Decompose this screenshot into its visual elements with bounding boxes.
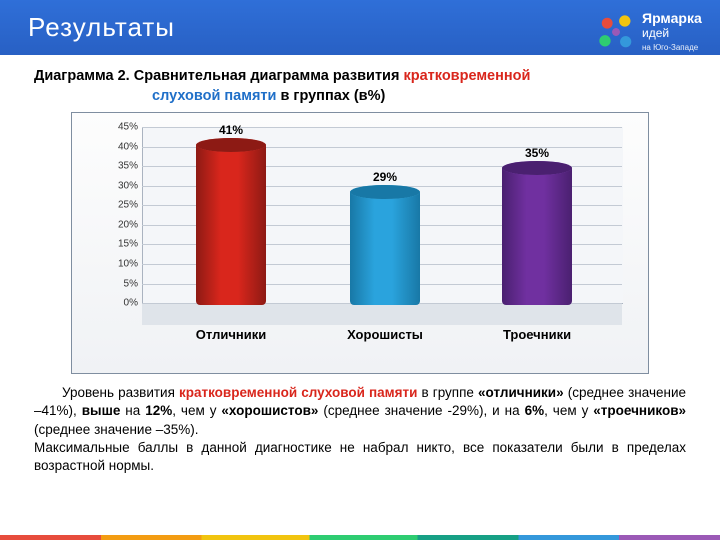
p-t2: кратковременной слуховой памяти (179, 385, 417, 400)
floor (142, 303, 622, 325)
p-t12: 6% (525, 403, 545, 418)
y-tick: 10% (118, 259, 142, 270)
title-prefix: Диаграмма 2. Сравнительная диаграмма раз… (34, 68, 403, 84)
x-category: Отличники (166, 327, 296, 342)
title-red: кратковременной (403, 68, 530, 84)
slide: Результаты Ярмарка идей на Юго-Западе Ди… (0, 0, 720, 540)
y-tick: 15% (118, 239, 142, 250)
logo-bulb-icon (594, 10, 638, 54)
header-title: Результаты (0, 12, 175, 43)
y-tick: 40% (118, 141, 142, 152)
bar-body (196, 145, 266, 305)
x-category: Троечники (472, 327, 602, 342)
logo-sub: на Юго-Западе (642, 43, 698, 52)
y-tick: 30% (118, 180, 142, 191)
footer-stripe (0, 535, 720, 540)
p-line2: Максимальные баллы в данной диагностике … (34, 440, 686, 473)
bar-value-label: 41% (196, 123, 266, 137)
p-t6: выше (82, 403, 121, 418)
bar-1: 29% (350, 192, 420, 305)
bar-2: 35% (502, 168, 572, 305)
bar-0: 41% (196, 145, 266, 305)
p-t15: (среднее значение –35%). (34, 422, 199, 437)
title-suffix: в группах (в%) (280, 88, 385, 104)
p-t13: , чем у (544, 403, 593, 418)
p-t3: в группе (417, 385, 478, 400)
chart: 0% 5% 10% 15% 20% 25% 30% 35% 40% 45% 41% Отличники… (71, 112, 649, 374)
p-t1: Уровень развития (62, 385, 179, 400)
x-category: Хорошисты (320, 327, 450, 342)
p-t11: (среднее значение -29%), и на (318, 403, 524, 418)
bar-value-label: 35% (502, 146, 572, 160)
title-blue: слуховой памяти (152, 88, 276, 104)
paragraph: Уровень развития кратковременной слухово… (34, 384, 686, 475)
content: Диаграмма 2. Сравнительная диаграмма раз… (0, 55, 720, 475)
logo-line1: Ярмарка (642, 11, 702, 26)
p-t7: на (120, 403, 145, 418)
y-tick: 25% (118, 200, 142, 211)
logo-line2: идей (642, 26, 669, 40)
bar-value-label: 29% (350, 170, 420, 184)
bar-body (502, 168, 572, 305)
y-tick: 0% (124, 298, 142, 309)
p-t8: 12% (145, 403, 172, 418)
header-bar: Результаты Ярмарка идей на Юго-Западе (0, 0, 720, 55)
plot-area: 0%5%10%15%20%25%30%35%40%45%41%Отличники… (142, 127, 622, 325)
y-tick: 35% (118, 161, 142, 172)
p-t9: , чем у (172, 403, 221, 418)
p-t4: «отличники» (478, 385, 564, 400)
y-tick: 5% (124, 278, 142, 289)
diagram-title: Диаграмма 2. Сравнительная диаграмма раз… (34, 67, 686, 106)
p-t10: «хорошистов» (221, 403, 318, 418)
bar-base (196, 138, 266, 152)
logo: Ярмарка идей на Юго-Западе (594, 2, 714, 62)
bar-base (350, 185, 420, 199)
bar-body (350, 192, 420, 305)
y-tick: 20% (118, 219, 142, 230)
p-t14: «троечников» (593, 403, 686, 418)
logo-text: Ярмарка идей на Юго-Западе (642, 11, 702, 53)
y-tick: 45% (118, 122, 142, 133)
